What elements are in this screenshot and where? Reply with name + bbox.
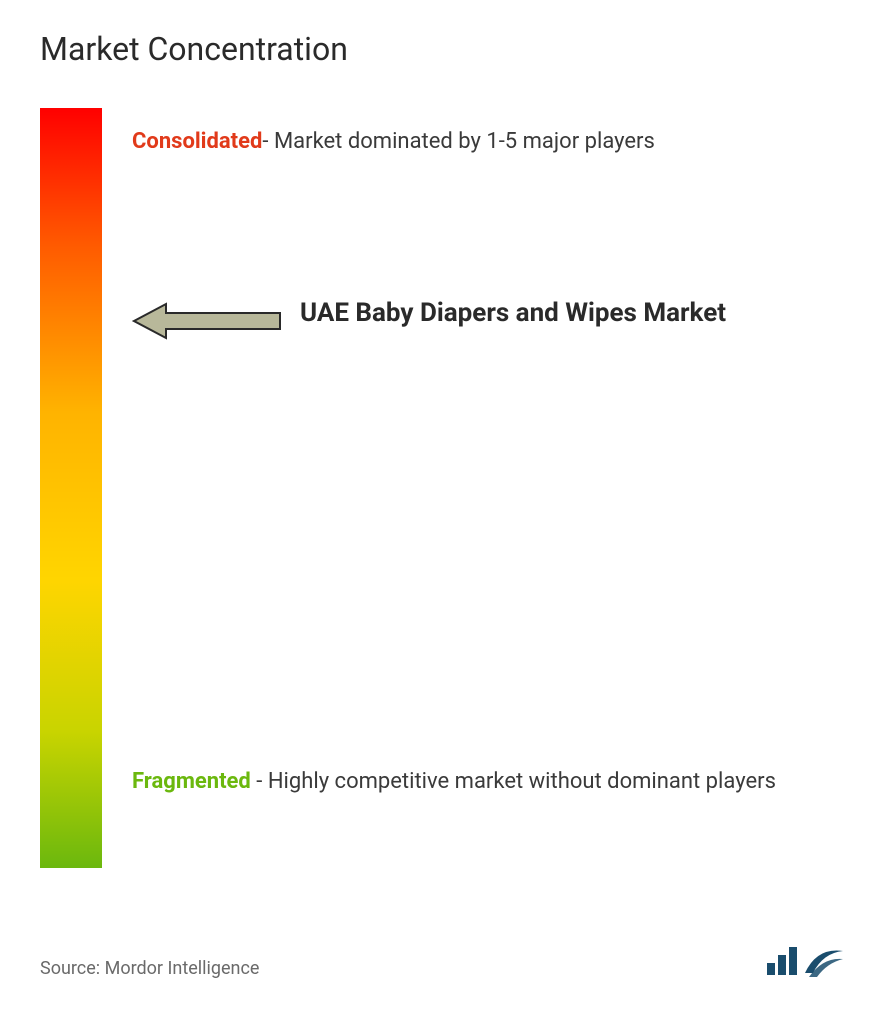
logo-swoosh-icon [803,943,845,979]
text-column: Consolidated- Market dominated by 1-5 ma… [132,108,845,868]
fragmented-description: Highly competitive market without domina… [268,769,776,794]
logo-bar-1 [767,963,775,975]
logo-bar-3 [789,947,797,975]
content-area: Consolidated- Market dominated by 1-5 ma… [40,108,845,868]
concentration-gradient-bar [40,108,102,868]
consolidated-description: Market dominated by 1-5 major players [274,129,655,154]
arrow-left-icon [132,300,282,342]
source-attribution: Source: Mordor Intelligence [40,958,259,979]
mordor-logo [767,943,845,979]
fragmented-separator: - [251,769,268,794]
fragmented-block: Fragmented - Highly competitive market w… [132,756,776,809]
fragmented-label: Fragmented [132,769,251,794]
consolidated-block: Consolidated- Market dominated by 1-5 ma… [132,116,845,169]
consolidated-separator: - [262,129,274,154]
logo-bar-2 [778,955,786,975]
market-label: UAE Baby Diapers and Wipes Market [300,294,726,333]
consolidated-label: Consolidated [132,129,262,154]
market-pointer: UAE Baby Diapers and Wipes Market [132,294,726,342]
logo-bars-icon [767,947,797,975]
footer: Source: Mordor Intelligence [40,943,845,979]
page-title: Market Concentration [40,30,845,68]
